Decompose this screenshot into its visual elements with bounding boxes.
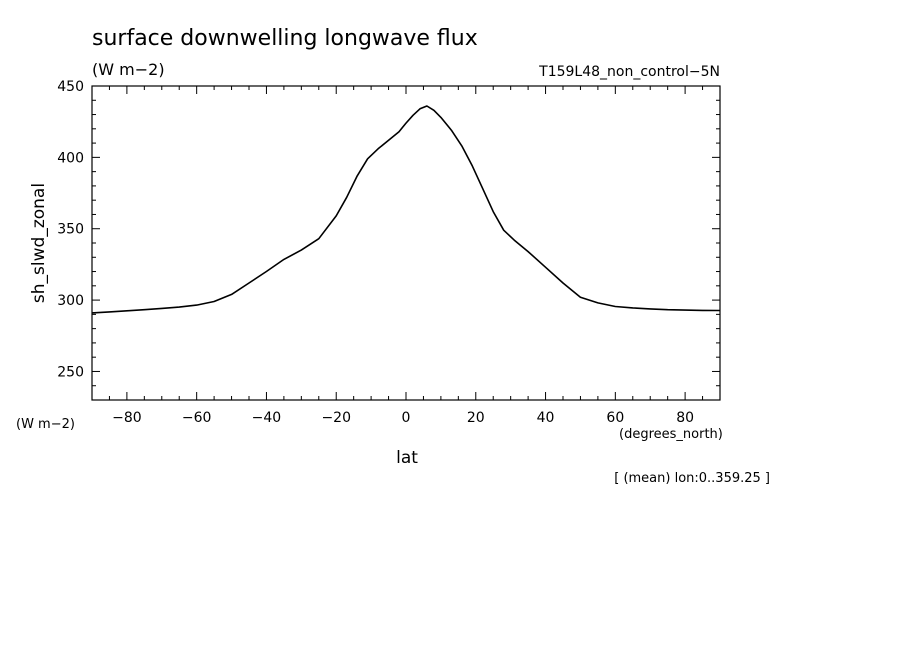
x-axis: −80 −60 −40 −20 0 20 40 60 80 (91, 86, 721, 426)
y-axis-label: sh_slwd_zonal (29, 183, 49, 303)
y-axis-units: (W m−2) (16, 417, 75, 432)
y-tick-label: 450 (57, 79, 84, 95)
y-axis: 250 300 350 400 450 (57, 79, 720, 401)
x-tick-label: 20 (467, 410, 485, 426)
x-axis-label: lat (396, 448, 418, 468)
x-tick-label: −80 (112, 410, 142, 426)
x-tick-label: 60 (606, 410, 624, 426)
x-tick-label: −20 (321, 410, 351, 426)
plot-frame (91, 85, 721, 401)
x-tick-label: 0 (402, 410, 411, 426)
y-tick-label: 300 (57, 293, 84, 309)
y-tick-label: 350 (57, 222, 84, 238)
chart-units: (W m−2) (92, 60, 165, 79)
chart-title: surface downwelling longwave flux (92, 26, 478, 51)
y-tick-label: 250 (57, 364, 84, 380)
x-tick-label: 40 (537, 410, 555, 426)
footnote: [ (mean) lon:0..359.25 ] (614, 471, 770, 486)
x-tick-label: −60 (182, 410, 212, 426)
x-tick-label: −40 (252, 410, 282, 426)
y-tick-label: 400 (57, 150, 84, 166)
x-tick-label: 80 (676, 410, 694, 426)
series-line (91, 105, 721, 314)
x-axis-units: (degrees_north) (619, 427, 723, 442)
dataset-label: T159L48_non_control−5N (538, 64, 720, 80)
